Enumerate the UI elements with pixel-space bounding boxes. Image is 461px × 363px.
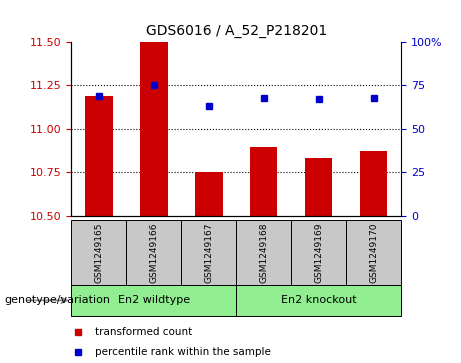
Bar [236,220,291,285]
Text: GSM1249166: GSM1249166 [149,222,159,282]
Text: En2 wildtype: En2 wildtype [118,295,190,305]
Text: GSM1249169: GSM1249169 [314,222,323,282]
Bar [195,172,223,216]
Text: percentile rank within the sample: percentile rank within the sample [95,347,271,357]
Text: En2 knockout: En2 knockout [281,295,356,305]
Text: GSM1249167: GSM1249167 [204,222,213,282]
Text: GSM1249168: GSM1249168 [259,222,268,282]
Text: GSM1249170: GSM1249170 [369,222,378,282]
Bar [126,220,181,285]
Bar [305,158,332,216]
Text: GSM1249165: GSM1249165 [95,222,103,282]
Bar [236,285,401,316]
Bar [140,42,168,216]
Text: transformed count: transformed count [95,327,192,337]
Bar [85,96,112,216]
Bar [181,220,236,285]
Bar [71,285,236,316]
Bar [250,147,278,216]
Bar [71,220,126,285]
Bar [360,151,387,216]
Bar [291,220,346,285]
Bar [346,220,401,285]
Text: genotype/variation: genotype/variation [5,295,111,305]
Title: GDS6016 / A_52_P218201: GDS6016 / A_52_P218201 [146,24,327,38]
